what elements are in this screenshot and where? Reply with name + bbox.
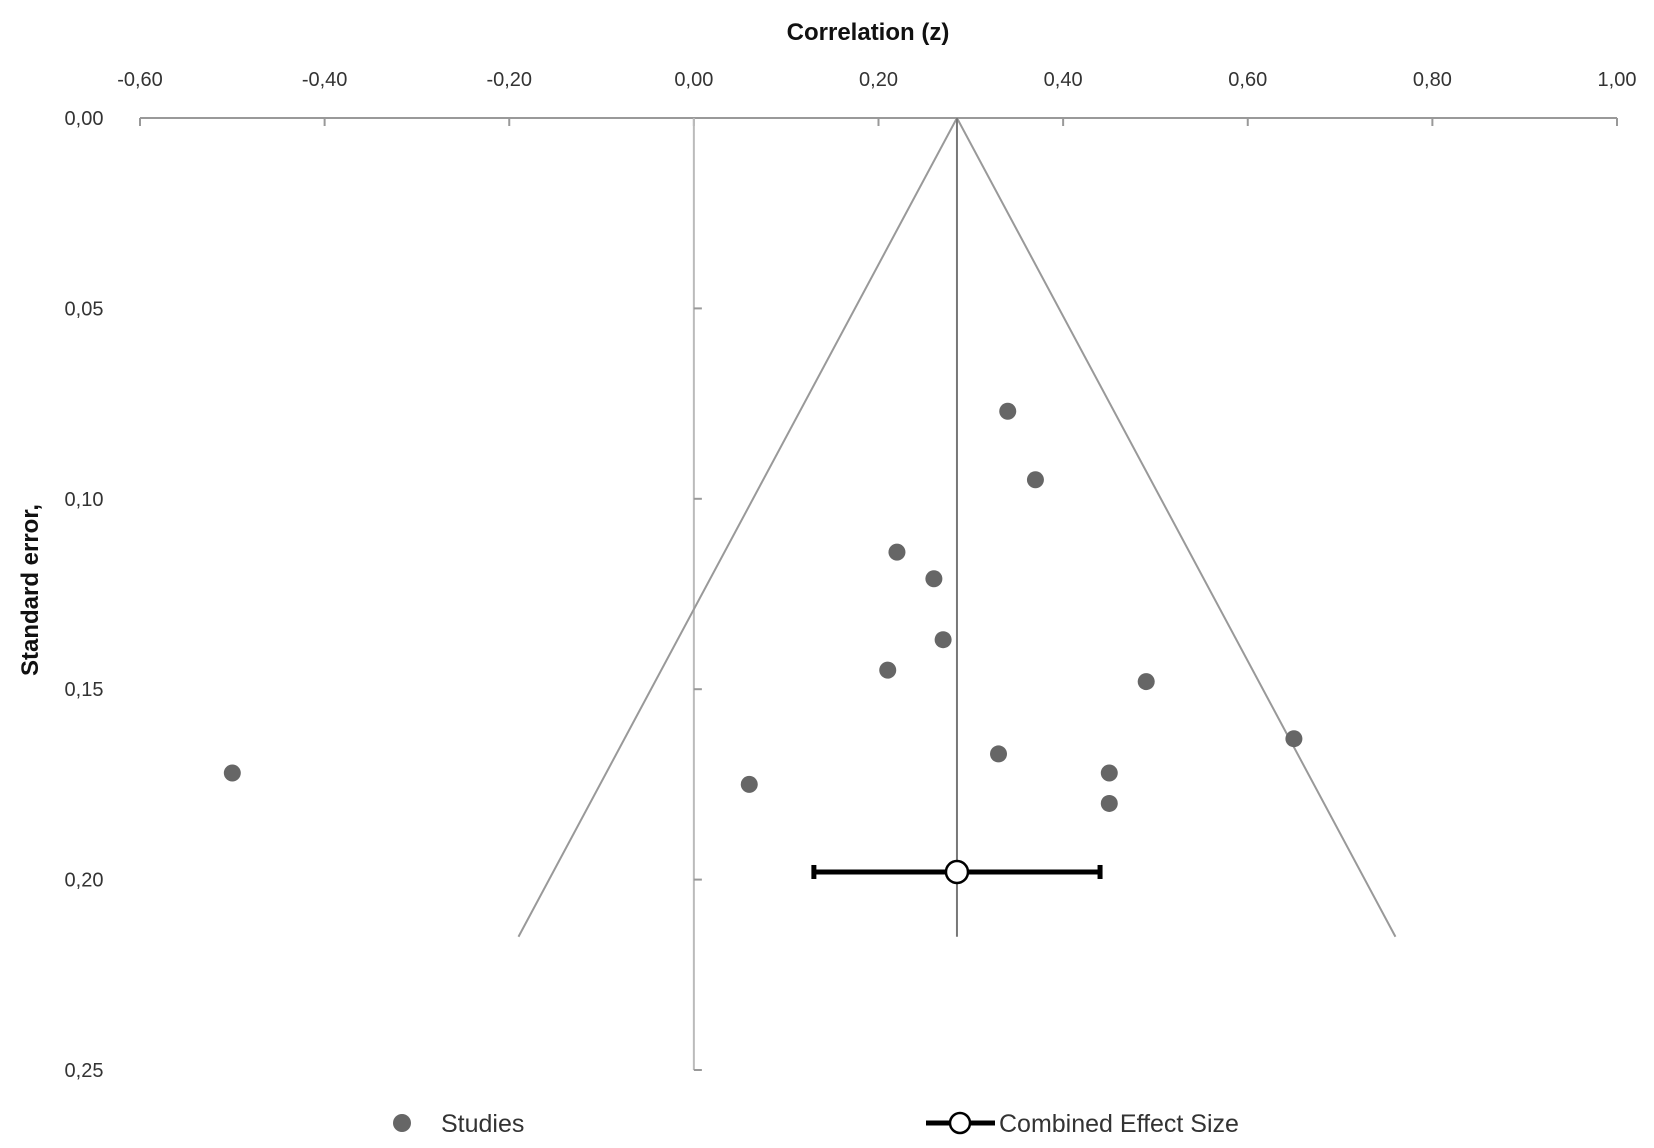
y-tick-label: 0,25 bbox=[65, 1060, 104, 1082]
study-point bbox=[888, 543, 906, 561]
funnel-left-line bbox=[517, 117, 958, 938]
study-point bbox=[925, 570, 943, 588]
study-point bbox=[999, 402, 1017, 420]
study-point bbox=[1285, 730, 1303, 748]
legend-studies-label: Studies bbox=[441, 1110, 524, 1138]
y-tick-label: 0,00 bbox=[65, 108, 104, 130]
y-tick-label: 0,20 bbox=[65, 870, 104, 892]
combined-effect-point bbox=[944, 859, 970, 885]
x-tick-label: -0,20 bbox=[486, 69, 532, 91]
study-point bbox=[1100, 794, 1118, 812]
study-point bbox=[879, 661, 897, 679]
study-point bbox=[934, 631, 952, 649]
y-tick-label: 0,15 bbox=[65, 679, 104, 701]
legend-combined-marker bbox=[948, 1111, 972, 1135]
x-tick-label: 1,00 bbox=[1598, 69, 1637, 91]
study-point bbox=[223, 764, 241, 782]
study-point bbox=[1137, 673, 1155, 691]
x-tick-label: 0,00 bbox=[674, 69, 713, 91]
study-point bbox=[1026, 471, 1044, 489]
y-axis-title: Standard error, bbox=[17, 504, 44, 676]
x-tick-label: 0,40 bbox=[1044, 69, 1083, 91]
x-axis-title: Correlation (z) bbox=[787, 19, 950, 46]
x-tick-label: 0,20 bbox=[859, 69, 898, 91]
study-point bbox=[990, 745, 1008, 763]
legend-combined-label: Combined Effect Size bbox=[999, 1110, 1239, 1138]
y-tick-label: 0,10 bbox=[65, 489, 104, 511]
x-tick-label: 0,60 bbox=[1228, 69, 1267, 91]
x-tick-label: -0,60 bbox=[117, 69, 163, 91]
study-point bbox=[1100, 764, 1118, 782]
study-point bbox=[740, 775, 758, 793]
y-tick-label: 0,05 bbox=[65, 298, 104, 320]
legend-studies-marker bbox=[393, 1114, 411, 1132]
x-tick-label: 0,80 bbox=[1413, 69, 1452, 91]
x-tick-label: -0,40 bbox=[302, 69, 348, 91]
funnel-right-line bbox=[956, 117, 1397, 938]
